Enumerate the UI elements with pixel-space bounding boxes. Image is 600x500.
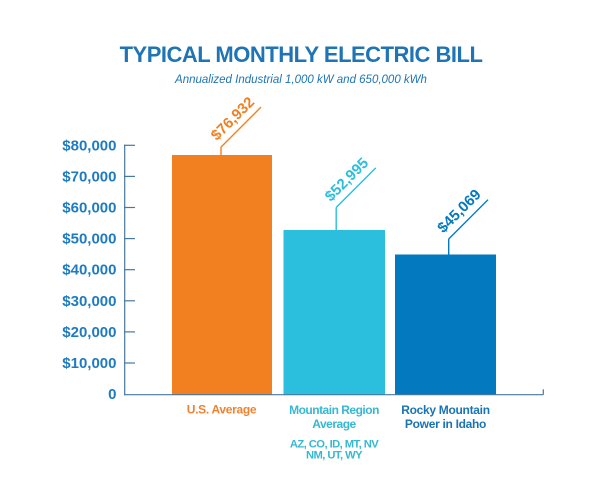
svg-text:Average: Average xyxy=(312,417,356,431)
svg-text:0: 0 xyxy=(108,386,116,403)
svg-text:$10,000: $10,000 xyxy=(62,355,116,372)
svg-text:Annualized Industrial 1,000 kW: Annualized Industrial 1,000 kW and 650,0… xyxy=(174,74,427,86)
svg-text:Power in Idaho: Power in Idaho xyxy=(405,417,486,431)
svg-text:$40,000: $40,000 xyxy=(62,262,116,279)
svg-text:$80,000: $80,000 xyxy=(62,137,116,154)
svg-text:Mountain Region: Mountain Region xyxy=(289,403,379,417)
svg-text:AZ, CO, ID, MT, NV: AZ, CO, ID, MT, NV xyxy=(290,439,379,451)
svg-text:Rocky Mountain: Rocky Mountain xyxy=(401,403,489,417)
svg-text:TYPICAL MONTHLY ELECTRIC BILL: TYPICAL MONTHLY ELECTRIC BILL xyxy=(120,42,483,67)
svg-text:$70,000: $70,000 xyxy=(62,168,116,185)
svg-text:U.S. Average: U.S. Average xyxy=(187,403,257,417)
svg-text:$50,000: $50,000 xyxy=(62,231,116,248)
svg-text:$20,000: $20,000 xyxy=(62,324,116,341)
svg-text:$30,000: $30,000 xyxy=(62,293,116,310)
svg-text:NM, UT, WY: NM, UT, WY xyxy=(306,450,363,462)
svg-text:$60,000: $60,000 xyxy=(62,200,116,217)
